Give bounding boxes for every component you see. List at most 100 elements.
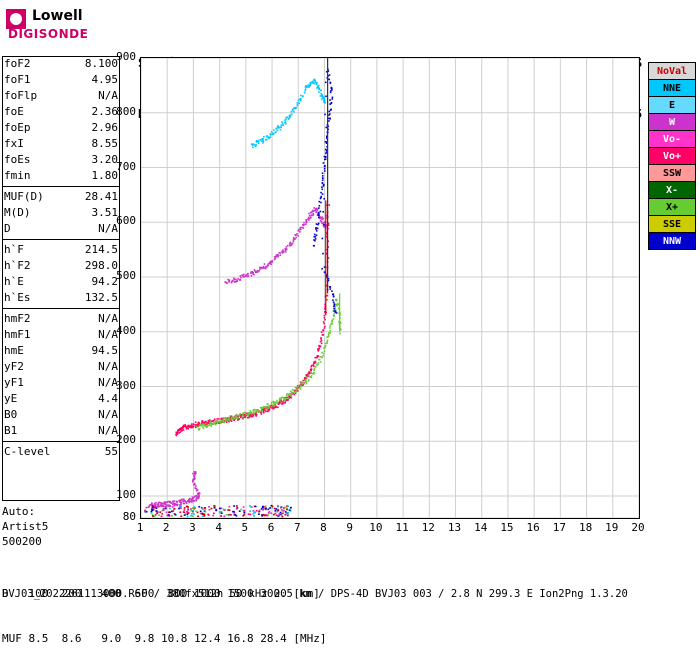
- y-tick-label: 700: [116, 159, 136, 173]
- legend-item-w[interactable]: W: [648, 113, 696, 131]
- legend-item-nne[interactable]: NNE: [648, 79, 696, 97]
- x-tick-label: 12: [421, 521, 435, 534]
- y-tick-label: 400: [116, 323, 136, 337]
- auto-code: 500200: [2, 535, 42, 548]
- series-1: [195, 298, 342, 431]
- param-row: h`Es 132.5: [2, 290, 120, 306]
- x-tick-label: 14: [474, 521, 488, 534]
- param-row: B0 N/A: [2, 407, 120, 423]
- param-value: N/A: [98, 312, 118, 325]
- legend-item-sse[interactable]: SSE: [648, 215, 696, 233]
- param-row: M(D) 3.51: [2, 205, 120, 221]
- ionogram-canvas: [141, 58, 639, 518]
- param-value: 298.0: [84, 259, 118, 272]
- param-row: D N/A: [2, 221, 120, 237]
- legend-item-vo[interactable]: Vo+: [648, 147, 696, 165]
- param-value: 94.5: [91, 344, 119, 357]
- param-row: yE 4.4: [2, 391, 120, 407]
- param-key: MUF(D): [4, 190, 44, 203]
- param-value: 28.41: [84, 190, 118, 203]
- param-value: 1.80: [91, 169, 119, 182]
- param-value: 94.2: [91, 275, 119, 288]
- x-tick-label: 5: [241, 521, 249, 534]
- param-row: foEp 2.96: [2, 120, 120, 136]
- x-tick-label: 16: [526, 521, 540, 534]
- distance-row: D 100 200 400 600 800 1000 1500 3000 [km…: [2, 587, 320, 600]
- series-4: [250, 78, 327, 149]
- y-tick-label: 900: [116, 50, 136, 63]
- param-key: foE: [4, 105, 24, 118]
- param-row: hmE 94.5: [2, 343, 120, 359]
- parameters-panel-border: [2, 56, 120, 501]
- x-tick-label: 6: [267, 521, 275, 534]
- param-value: 3.20: [91, 153, 119, 166]
- lowell-digisonde-logo: Lowell DIGISONDE: [6, 8, 124, 42]
- param-value: N/A: [98, 328, 118, 341]
- legend-item-x[interactable]: X+: [648, 198, 696, 216]
- y-tick-label: 80: [122, 510, 136, 523]
- param-key: foFlp: [4, 89, 38, 102]
- param-key: hmF2: [4, 312, 31, 325]
- param-row: foF1 4.95: [2, 72, 120, 88]
- polarization-legend: NoVal NNE E W Vo- Vo+ SSW X- X+ SSE NNW: [648, 62, 696, 250]
- x-tick-label: 10: [369, 521, 383, 534]
- param-key: foEp: [4, 121, 31, 134]
- param-key: yE: [4, 392, 18, 405]
- logo-line1: Lowell: [32, 8, 83, 24]
- x-tick-label: 1: [136, 521, 144, 534]
- param-key: fmin: [4, 169, 31, 182]
- param-value: 214.5: [84, 243, 118, 256]
- param-key: D: [4, 222, 11, 235]
- file-info-line: BVJ03_2022261113000.RSF / 380fx512h 50 k…: [2, 588, 628, 600]
- x-tick-label: 3: [189, 521, 196, 534]
- auto-info: Auto: Artist5 500200: [2, 504, 120, 549]
- y-tick-label: 200: [116, 433, 136, 447]
- x-tick-label: 4: [215, 521, 222, 534]
- x-tick-label: 18: [578, 521, 593, 534]
- x-tick-label: 17: [552, 521, 566, 534]
- bottom-noise-band: [144, 504, 292, 518]
- param-value: 132.5: [84, 291, 118, 304]
- param-row: B1 N/A: [2, 423, 120, 439]
- distance-muf-scale: D 100 200 400 600 800 1000 1500 3000 [km…: [2, 556, 698, 661]
- param-row: foFlp N/A: [2, 88, 120, 104]
- series-0: [175, 204, 331, 437]
- x-tick-label: 8: [320, 521, 327, 534]
- param-row: yF1 N/A: [2, 375, 120, 391]
- param-value: 2.96: [91, 121, 119, 134]
- param-key: fxI: [4, 137, 24, 150]
- param-key: h`Es: [4, 291, 31, 304]
- y-tick-label: 600: [116, 214, 136, 228]
- legend-item-ssw[interactable]: SSW: [648, 164, 696, 182]
- param-value: 4.4: [98, 392, 118, 405]
- param-divider: [2, 308, 120, 309]
- param-value: N/A: [98, 360, 118, 373]
- param-value: N/A: [98, 424, 118, 437]
- param-divider: [2, 239, 120, 240]
- legend-item-vo[interactable]: Vo-: [648, 130, 696, 148]
- param-row: C-level 55: [2, 444, 120, 460]
- x-tick-label: 13: [447, 521, 462, 534]
- parameters-panel: foF2 8.100 foF1 4.95 foFlp N/A foE 2.36 foEp 2.96…: [2, 56, 120, 460]
- x-tick-label: 15: [500, 521, 514, 534]
- series-3: [224, 207, 328, 284]
- param-key: C-level: [4, 445, 51, 458]
- param-divider: [2, 441, 120, 442]
- legend-item-nnw[interactable]: NNW: [648, 232, 696, 250]
- param-row: foEs 3.20: [2, 152, 120, 168]
- ionogram-plot: [140, 57, 640, 519]
- x-tick-label: 2: [162, 521, 170, 534]
- param-value: 8.55: [91, 137, 119, 150]
- legend-item-x[interactable]: X-: [648, 181, 696, 199]
- param-key: h`E: [4, 275, 24, 288]
- param-value: 4.95: [91, 73, 119, 86]
- auto-label: Auto:: [2, 505, 36, 518]
- param-key: hmE: [4, 344, 24, 357]
- x-tick-label: 11: [395, 521, 409, 534]
- legend-item-e[interactable]: E: [648, 96, 696, 114]
- legend-item-noval[interactable]: NoVal: [648, 62, 696, 80]
- param-row: fmin 1.80: [2, 168, 120, 184]
- param-row: fxI 8.55: [2, 136, 120, 152]
- param-key: yF1: [4, 376, 24, 389]
- x-tick-label: 19: [605, 521, 619, 534]
